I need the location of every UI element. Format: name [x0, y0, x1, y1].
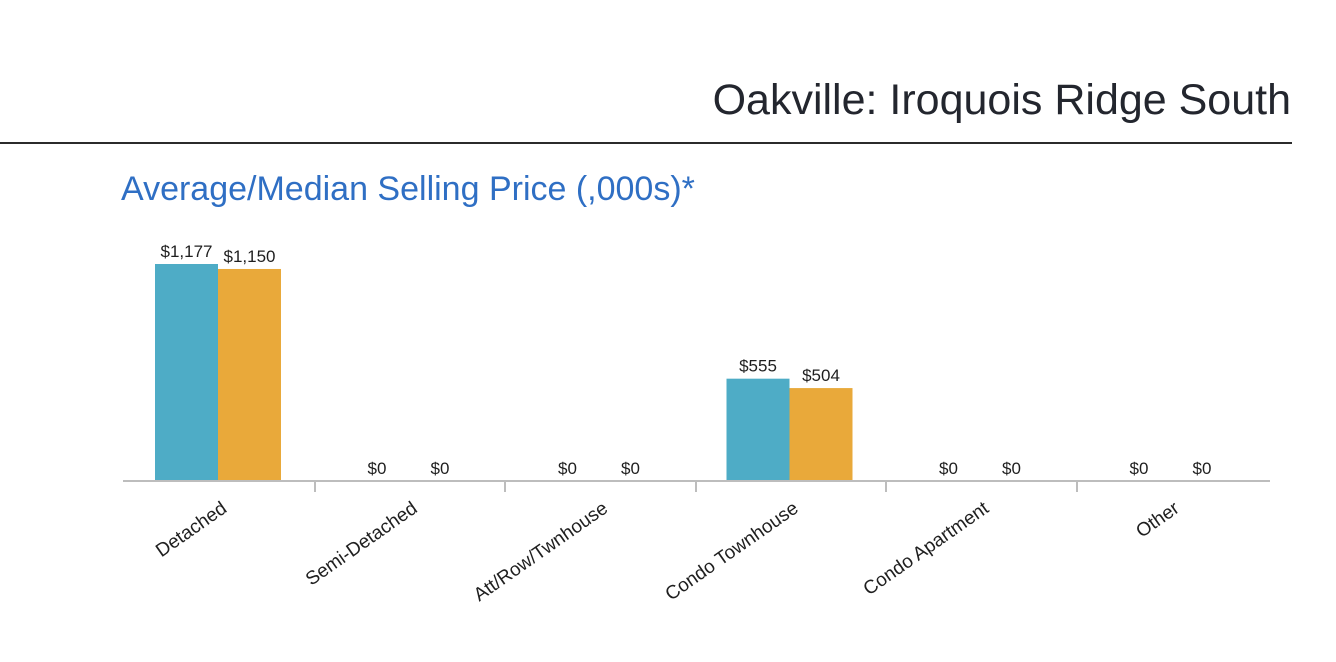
data-label: $1,177 — [161, 242, 213, 261]
x-tick-label: Semi-Detached — [302, 498, 421, 590]
data-label: $0 — [558, 459, 577, 478]
data-label: $0 — [621, 459, 640, 478]
data-label: $0 — [1130, 459, 1149, 478]
title-divider — [0, 142, 1292, 144]
data-label: $0 — [1002, 459, 1021, 478]
bar-detached-s1 — [155, 264, 218, 481]
bar-detached-s2 — [218, 268, 281, 481]
x-axis — [123, 480, 1270, 492]
data-label: $1,150 — [224, 247, 276, 266]
page-title: Oakville: Iroquois Ridge South — [712, 76, 1291, 124]
chart-title: Average/Median Selling Price (,000s)* — [121, 170, 695, 208]
data-label: $0 — [431, 459, 450, 478]
x-tick-label: Att/Row/Twnhouse — [470, 498, 612, 606]
x-tick-label: Condo Apartment — [860, 497, 994, 599]
data-label: $0 — [939, 459, 958, 478]
data-label: $555 — [739, 357, 777, 376]
bars-layer — [155, 264, 853, 481]
data-label: $0 — [368, 459, 387, 478]
bar-condo-townhouse-s1 — [726, 378, 790, 481]
x-tick-label: Detached — [152, 498, 231, 562]
x-tick-label: Other — [1132, 498, 1184, 543]
labels-layer: $1,177 $1,150 Detached $0 $0 Semi-Detached $0 $… — [152, 242, 1211, 606]
data-label: $0 — [1193, 459, 1212, 478]
x-tick-label: Condo Townhouse — [662, 498, 803, 605]
bar-condo-townhouse-s2 — [789, 388, 853, 481]
data-label: $504 — [802, 366, 840, 385]
